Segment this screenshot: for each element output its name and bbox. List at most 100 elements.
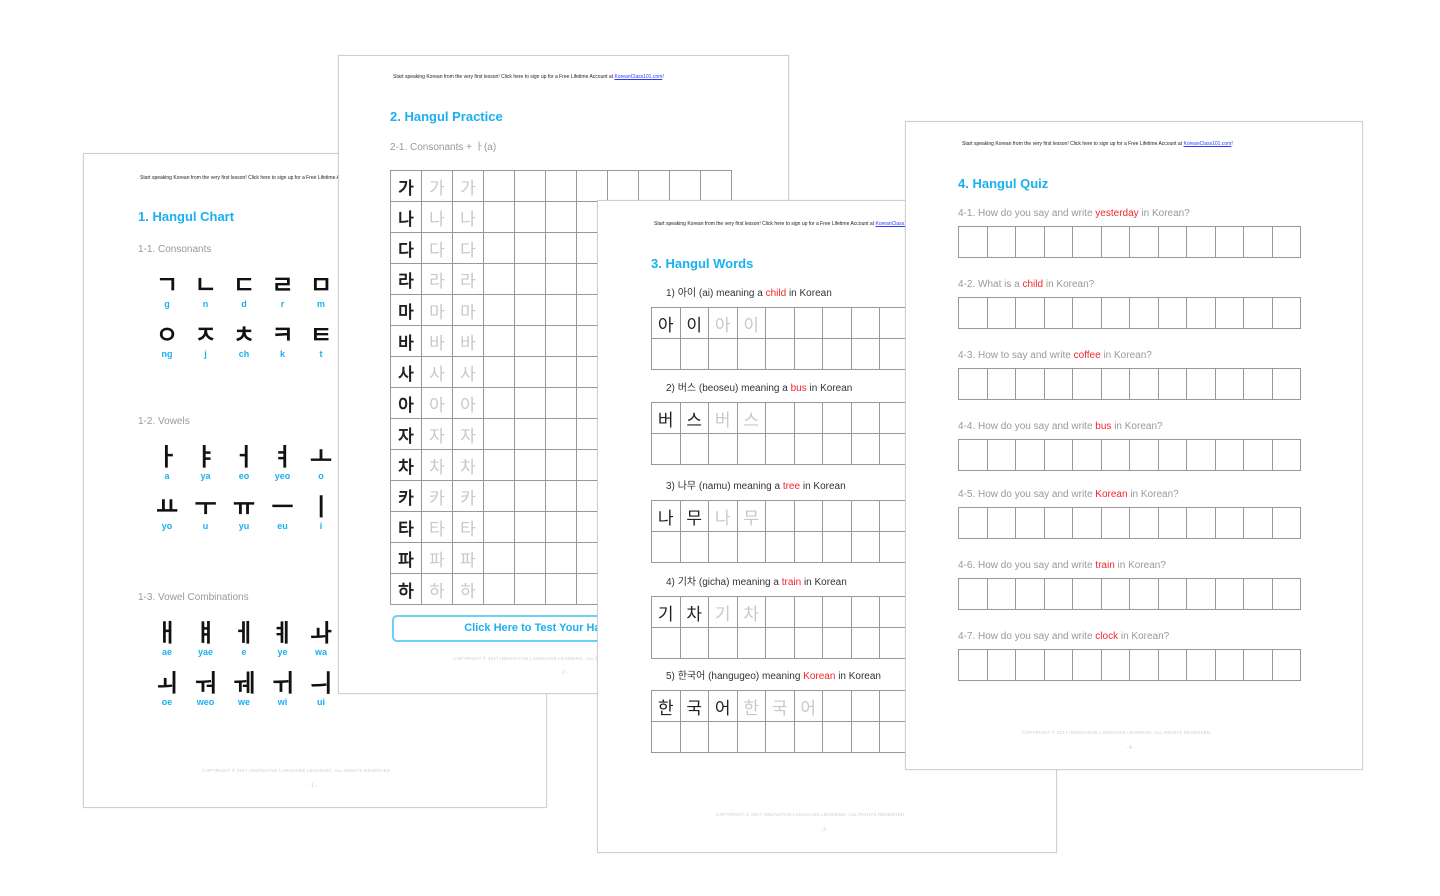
- answer-box[interactable]: [1072, 226, 1102, 258]
- practice-cell[interactable]: [708, 627, 738, 659]
- practice-cell[interactable]: [545, 511, 577, 543]
- practice-cell[interactable]: [822, 402, 852, 434]
- answer-box[interactable]: [1157, 226, 1187, 258]
- practice-cell[interactable]: [879, 531, 909, 563]
- practice-cell[interactable]: [793, 721, 823, 753]
- answer-box[interactable]: [958, 297, 988, 329]
- answer-box[interactable]: [958, 226, 988, 258]
- answer-box[interactable]: [1157, 297, 1187, 329]
- answer-box[interactable]: [1100, 507, 1130, 539]
- practice-cell[interactable]: [638, 170, 670, 202]
- answer-box[interactable]: [1271, 649, 1301, 681]
- answer-box[interactable]: [1186, 368, 1216, 400]
- answer-box[interactable]: [1214, 297, 1244, 329]
- answer-box[interactable]: [1214, 507, 1244, 539]
- practice-cell[interactable]: [765, 531, 795, 563]
- answer-box[interactable]: [1243, 368, 1273, 400]
- practice-cell[interactable]: [545, 294, 577, 326]
- practice-cell[interactable]: [822, 690, 852, 722]
- practice-cell[interactable]: [765, 627, 795, 659]
- practice-cell[interactable]: [736, 433, 766, 465]
- practice-cell[interactable]: [545, 263, 577, 295]
- practice-cell[interactable]: [879, 627, 909, 659]
- answer-box[interactable]: [1100, 439, 1130, 471]
- practice-cell[interactable]: [708, 531, 738, 563]
- practice-cell[interactable]: [765, 433, 795, 465]
- practice-cell[interactable]: [822, 531, 852, 563]
- practice-cell[interactable]: [850, 402, 880, 434]
- practice-cell[interactable]: [545, 356, 577, 388]
- practice-cell[interactable]: [483, 480, 515, 512]
- practice-cell[interactable]: [514, 387, 546, 419]
- practice-cell[interactable]: [822, 721, 852, 753]
- answer-box[interactable]: [1243, 578, 1273, 610]
- answer-box[interactable]: [986, 649, 1016, 681]
- practice-cell[interactable]: [545, 573, 577, 605]
- practice-cell[interactable]: [793, 627, 823, 659]
- practice-cell[interactable]: [651, 627, 681, 659]
- signup-link[interactable]: KoreanClass101.com: [614, 74, 663, 80]
- answer-box[interactable]: [1072, 578, 1102, 610]
- answer-box[interactable]: [1100, 649, 1130, 681]
- practice-cell[interactable]: [483, 511, 515, 543]
- page-header[interactable]: Start speaking Korean from the very firs…: [654, 221, 925, 227]
- practice-cell[interactable]: [793, 338, 823, 370]
- practice-cell[interactable]: [708, 433, 738, 465]
- practice-cell[interactable]: [651, 531, 681, 563]
- practice-cell[interactable]: [765, 402, 795, 434]
- practice-cell[interactable]: [679, 338, 709, 370]
- answer-box[interactable]: [986, 297, 1016, 329]
- practice-cell[interactable]: [793, 531, 823, 563]
- practice-cell[interactable]: [545, 542, 577, 574]
- practice-cell[interactable]: [879, 433, 909, 465]
- answer-box[interactable]: [1072, 439, 1102, 471]
- practice-cell[interactable]: [483, 418, 515, 450]
- practice-cell[interactable]: [700, 170, 732, 202]
- practice-cell[interactable]: [765, 307, 795, 339]
- answer-box[interactable]: [1271, 507, 1301, 539]
- practice-cell[interactable]: [879, 402, 909, 434]
- practice-cell[interactable]: [822, 338, 852, 370]
- answer-box[interactable]: [1015, 439, 1045, 471]
- practice-cell[interactable]: [850, 596, 880, 628]
- practice-cell[interactable]: [822, 627, 852, 659]
- answer-box[interactable]: [1072, 649, 1102, 681]
- answer-box[interactable]: [1271, 226, 1301, 258]
- practice-cell[interactable]: [545, 232, 577, 264]
- practice-cell[interactable]: [483, 232, 515, 264]
- answer-box[interactable]: [1243, 226, 1273, 258]
- practice-cell[interactable]: [651, 433, 681, 465]
- signup-link[interactable]: KoreanClass101.com: [875, 221, 924, 227]
- practice-cell[interactable]: [850, 531, 880, 563]
- practice-cell[interactable]: [850, 500, 880, 532]
- practice-cell[interactable]: [879, 500, 909, 532]
- answer-box[interactable]: [1043, 226, 1073, 258]
- practice-cell[interactable]: [879, 721, 909, 753]
- practice-cell[interactable]: [514, 170, 546, 202]
- practice-cell[interactable]: [822, 433, 852, 465]
- answer-box[interactable]: [1015, 297, 1045, 329]
- practice-cell[interactable]: [483, 325, 515, 357]
- practice-cell[interactable]: [793, 500, 823, 532]
- practice-cell[interactable]: [545, 325, 577, 357]
- answer-box[interactable]: [1271, 297, 1301, 329]
- answer-box[interactable]: [1243, 507, 1273, 539]
- practice-cell[interactable]: [514, 325, 546, 357]
- practice-cell[interactable]: [736, 721, 766, 753]
- practice-cell[interactable]: [576, 170, 608, 202]
- answer-box[interactable]: [1243, 649, 1273, 681]
- answer-box[interactable]: [1043, 507, 1073, 539]
- practice-cell[interactable]: [793, 596, 823, 628]
- answer-box[interactable]: [1271, 368, 1301, 400]
- practice-cell[interactable]: [514, 418, 546, 450]
- answer-box[interactable]: [986, 578, 1016, 610]
- practice-cell[interactable]: [651, 338, 681, 370]
- practice-cell[interactable]: [514, 573, 546, 605]
- practice-cell[interactable]: [483, 356, 515, 388]
- answer-box[interactable]: [1072, 507, 1102, 539]
- practice-cell[interactable]: [483, 573, 515, 605]
- answer-box[interactable]: [1072, 368, 1102, 400]
- practice-cell[interactable]: [850, 690, 880, 722]
- practice-cell[interactable]: [545, 387, 577, 419]
- answer-box[interactable]: [1157, 507, 1187, 539]
